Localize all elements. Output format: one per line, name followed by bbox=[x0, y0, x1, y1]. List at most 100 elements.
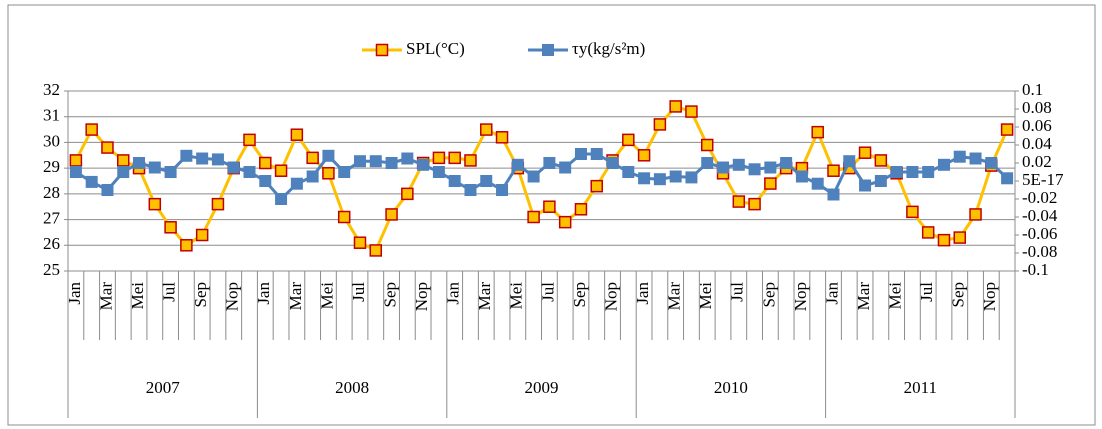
data-point bbox=[369, 244, 383, 257]
data-point bbox=[953, 150, 966, 163]
y2-tick-label: -0.04 bbox=[1022, 206, 1058, 225]
x-tick-label: Jan bbox=[633, 282, 652, 305]
legend-marker bbox=[542, 44, 554, 56]
data-point bbox=[353, 236, 367, 249]
data-point bbox=[527, 210, 540, 224]
y2-tick-label: 0.02 bbox=[1022, 152, 1052, 171]
data-point bbox=[401, 187, 414, 201]
year-label: 2009 bbox=[525, 378, 559, 397]
data-point bbox=[290, 128, 304, 141]
data-point bbox=[495, 131, 509, 144]
data-point bbox=[921, 226, 935, 239]
data-point bbox=[906, 205, 919, 219]
data-point bbox=[669, 100, 682, 113]
y2-tick-label: -0.02 bbox=[1022, 188, 1057, 207]
data-point bbox=[401, 152, 414, 165]
y2-tick-label: 0.04 bbox=[1022, 134, 1052, 153]
y2-tick-label: -0.08 bbox=[1022, 242, 1057, 261]
y-tick-label: 25 bbox=[43, 260, 60, 279]
data-point bbox=[969, 152, 982, 165]
data-point bbox=[259, 156, 272, 170]
data-point bbox=[306, 170, 319, 183]
data-point bbox=[527, 170, 540, 183]
legend-label: SPL(°C) bbox=[406, 39, 465, 58]
data-point bbox=[1000, 123, 1014, 136]
data-point bbox=[116, 154, 130, 167]
data-point bbox=[259, 175, 272, 187]
legend-marker bbox=[375, 43, 389, 57]
data-point bbox=[543, 157, 556, 169]
data-point bbox=[353, 155, 366, 168]
data-point bbox=[558, 215, 572, 229]
data-point bbox=[338, 166, 351, 178]
data-point bbox=[953, 231, 967, 244]
data-point bbox=[843, 155, 856, 168]
year-label: 2007 bbox=[146, 378, 181, 397]
data-point bbox=[700, 138, 714, 152]
data-point bbox=[337, 210, 351, 224]
data-point bbox=[906, 166, 919, 178]
data-point bbox=[195, 228, 209, 242]
data-point bbox=[417, 158, 430, 171]
data-point bbox=[985, 157, 998, 169]
data-point bbox=[701, 157, 714, 169]
data-point bbox=[811, 125, 824, 139]
data-point bbox=[574, 148, 587, 160]
x-tick-label: Nop bbox=[791, 282, 810, 311]
data-point bbox=[180, 149, 193, 162]
y-tick-label: 27 bbox=[43, 208, 61, 227]
data-point bbox=[243, 133, 256, 147]
data-point bbox=[574, 203, 588, 216]
x-tick-label: Mar bbox=[286, 282, 305, 311]
data-point bbox=[590, 148, 603, 160]
x-tick-label: Mei bbox=[507, 282, 526, 310]
data-point bbox=[811, 177, 824, 190]
data-point bbox=[69, 166, 82, 178]
data-point bbox=[180, 239, 193, 252]
data-point bbox=[369, 155, 382, 168]
data-point bbox=[69, 154, 83, 167]
data-point bbox=[432, 166, 445, 178]
chart-border bbox=[7, 4, 1096, 426]
data-point bbox=[275, 193, 288, 205]
data-point bbox=[859, 179, 872, 192]
data-point bbox=[480, 123, 493, 136]
data-point bbox=[637, 149, 651, 162]
data-point bbox=[448, 175, 461, 187]
x-tick-label: Sep bbox=[759, 282, 778, 308]
data-point bbox=[780, 157, 793, 169]
series-line bbox=[74, 104, 1009, 253]
x-tick-label: Jul bbox=[349, 282, 368, 302]
data-point bbox=[432, 151, 446, 165]
data-point bbox=[606, 157, 619, 169]
data-point bbox=[937, 233, 951, 247]
x-tick-label: Sep bbox=[570, 282, 589, 308]
year-label: 2010 bbox=[714, 378, 748, 397]
y2-tick-label: 0.08 bbox=[1022, 98, 1052, 117]
data-point bbox=[101, 141, 114, 154]
data-point bbox=[496, 184, 509, 196]
data-point bbox=[290, 177, 303, 190]
x-tick-label: Nop bbox=[980, 282, 999, 311]
data-point bbox=[227, 161, 240, 174]
x-tick-label: Jul bbox=[917, 282, 936, 302]
data-point bbox=[922, 166, 935, 178]
data-point bbox=[306, 151, 319, 165]
x-tick-label: Mei bbox=[317, 282, 336, 310]
y-tick-label: 26 bbox=[43, 234, 60, 253]
data-point bbox=[164, 221, 177, 234]
x-tick-label: Mar bbox=[665, 282, 684, 311]
data-point bbox=[653, 118, 667, 131]
y-tick-label: 31 bbox=[43, 106, 60, 125]
data-point bbox=[764, 161, 777, 174]
data-point bbox=[85, 123, 98, 136]
data-point bbox=[211, 153, 224, 166]
data-point bbox=[274, 164, 288, 177]
year-label: 2008 bbox=[335, 378, 369, 397]
data-point bbox=[874, 154, 888, 167]
x-tick-label: Mei bbox=[696, 282, 715, 310]
data-point bbox=[685, 171, 698, 184]
y2-tick-label: 0.1 bbox=[1022, 80, 1043, 99]
data-point bbox=[622, 133, 635, 147]
